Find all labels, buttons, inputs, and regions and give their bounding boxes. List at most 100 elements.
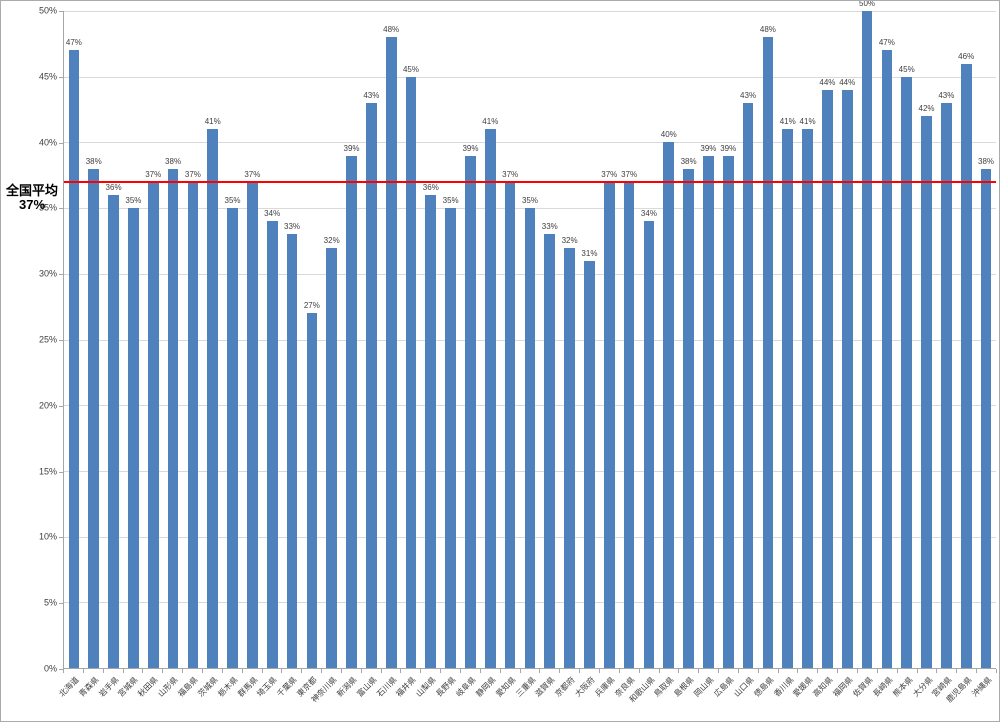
bar-value-label: 45% xyxy=(898,64,915,74)
y-axis-tick xyxy=(59,405,63,407)
bar-value-label: 47% xyxy=(65,38,82,48)
x-axis-label: 群馬県 xyxy=(235,675,260,699)
x-axis-tick xyxy=(281,669,283,673)
bar-value-label: 44% xyxy=(839,77,856,87)
bar xyxy=(286,234,298,668)
x-axis-label: 富山県 xyxy=(355,675,379,699)
x-axis-tick xyxy=(837,669,839,673)
bar-value-label: 33% xyxy=(541,222,558,232)
x-axis-label: 岩手県 xyxy=(96,675,121,699)
bar xyxy=(227,208,238,668)
x-axis-tick xyxy=(737,669,739,673)
x-axis-label: 栃木県 xyxy=(216,675,240,699)
y-axis-tick xyxy=(59,76,63,78)
bar-value-label: 36% xyxy=(105,182,122,192)
x-axis-label: 大分県 xyxy=(910,675,935,699)
bar-value-label: 31% xyxy=(581,248,598,258)
bar-value-label: 39% xyxy=(462,143,479,153)
y-axis-tick xyxy=(59,603,63,605)
bar-value-label: 34% xyxy=(264,209,281,219)
bar-value-label: 37% xyxy=(244,169,261,179)
bar xyxy=(147,181,159,668)
bar-value-label: 48% xyxy=(759,25,776,35)
x-axis-tick xyxy=(876,669,878,673)
bar-value-label: 50% xyxy=(859,0,876,8)
x-axis-label: 山梨県 xyxy=(414,675,438,699)
bar-slot: 41% xyxy=(798,11,818,668)
x-axis-label: 福島県 xyxy=(176,675,200,699)
bar xyxy=(346,155,357,668)
x-axis-label: 長野県 xyxy=(434,675,458,699)
x-axis-tick xyxy=(221,669,223,673)
y-axis-tick xyxy=(59,11,63,12)
x-axis-label: 福井県 xyxy=(394,675,419,699)
x-axis-tick xyxy=(82,669,84,673)
bar-slot: 39% xyxy=(718,11,738,668)
bar xyxy=(405,76,417,668)
y-axis-tick xyxy=(59,274,63,276)
bar-value-label: 35% xyxy=(521,196,538,206)
average-label: 全国平均 37% xyxy=(1,183,63,213)
y-axis-label: 35% xyxy=(38,202,57,213)
bar xyxy=(703,155,714,668)
bar-slot: 41% xyxy=(480,11,500,668)
x-axis-label: 福岡県 xyxy=(831,675,855,699)
bar-value-label: 36% xyxy=(422,182,439,192)
x-axis-label: 新潟県 xyxy=(335,675,359,699)
x-axis-label: 長崎県 xyxy=(871,675,895,699)
bar xyxy=(504,181,516,668)
x-axis-label: 熊本県 xyxy=(890,675,915,699)
x-axis-label: 岡山県 xyxy=(692,675,716,699)
bar-slot: 43% xyxy=(738,11,758,668)
x-axis-tick xyxy=(598,669,600,673)
bar-slot: 39% xyxy=(461,11,481,668)
bar-slot: 43% xyxy=(361,11,381,668)
bar-value-label: 33% xyxy=(284,222,301,232)
bar xyxy=(742,102,754,668)
bar xyxy=(802,129,813,668)
bar-slot: 48% xyxy=(758,11,778,668)
x-axis: 北海道 青森県 岩手県 宮城県 秋田県 山形県 福島県 茨城県 栃木県 群馬県 埼玉県 千葉県 東京都神… xyxy=(57,674,996,721)
x-axis-tick xyxy=(201,669,203,673)
x-axis-tick xyxy=(678,669,680,673)
bar-slot: 36% xyxy=(104,11,124,668)
bar xyxy=(881,50,893,668)
y-axis-label: 0% xyxy=(43,663,57,674)
bar-value-label: 46% xyxy=(958,51,975,61)
bar-slot: 38% xyxy=(679,11,699,668)
bar-slot: 39% xyxy=(342,11,362,668)
x-axis-tick xyxy=(857,669,859,673)
bar-slot: 35% xyxy=(520,11,540,668)
bar-slot: 33% xyxy=(282,11,302,668)
bar-value-label: 32% xyxy=(323,235,340,245)
y-axis-label: 15% xyxy=(38,466,57,477)
bar xyxy=(306,313,318,668)
x-axis-tick xyxy=(757,669,759,673)
bar xyxy=(128,208,139,668)
bar-value-label: 41% xyxy=(779,117,796,127)
y-axis-tick xyxy=(59,537,63,539)
x-axis-label: 徳島県 xyxy=(752,675,776,699)
x-axis-tick xyxy=(936,669,938,673)
bar-slot: 32% xyxy=(560,11,580,668)
bar-value-label: 39% xyxy=(720,143,737,153)
x-axis-label: 沖縄県 xyxy=(970,675,994,699)
bar xyxy=(623,181,635,668)
x-axis-label: 茨城県 xyxy=(196,675,220,699)
bar xyxy=(762,37,774,668)
bar-value-label: 38% xyxy=(977,156,995,166)
x-axis-tick xyxy=(618,669,620,673)
bar-value-label: 37% xyxy=(502,169,519,179)
x-axis-tick xyxy=(519,669,521,673)
bar xyxy=(960,63,972,668)
bar-slot: 44% xyxy=(837,11,857,668)
x-axis-tick xyxy=(638,669,640,673)
x-axis-label: 島根県 xyxy=(672,675,696,699)
bar-value-label: 41% xyxy=(204,117,221,127)
bar-slot: 35% xyxy=(441,11,461,668)
bar-value-label: 37% xyxy=(601,169,618,179)
y-axis-label: 30% xyxy=(38,268,57,279)
bar-value-label: 32% xyxy=(561,235,578,245)
x-axis-label: 愛知県 xyxy=(493,675,518,699)
bar-slot: 41% xyxy=(203,11,223,668)
